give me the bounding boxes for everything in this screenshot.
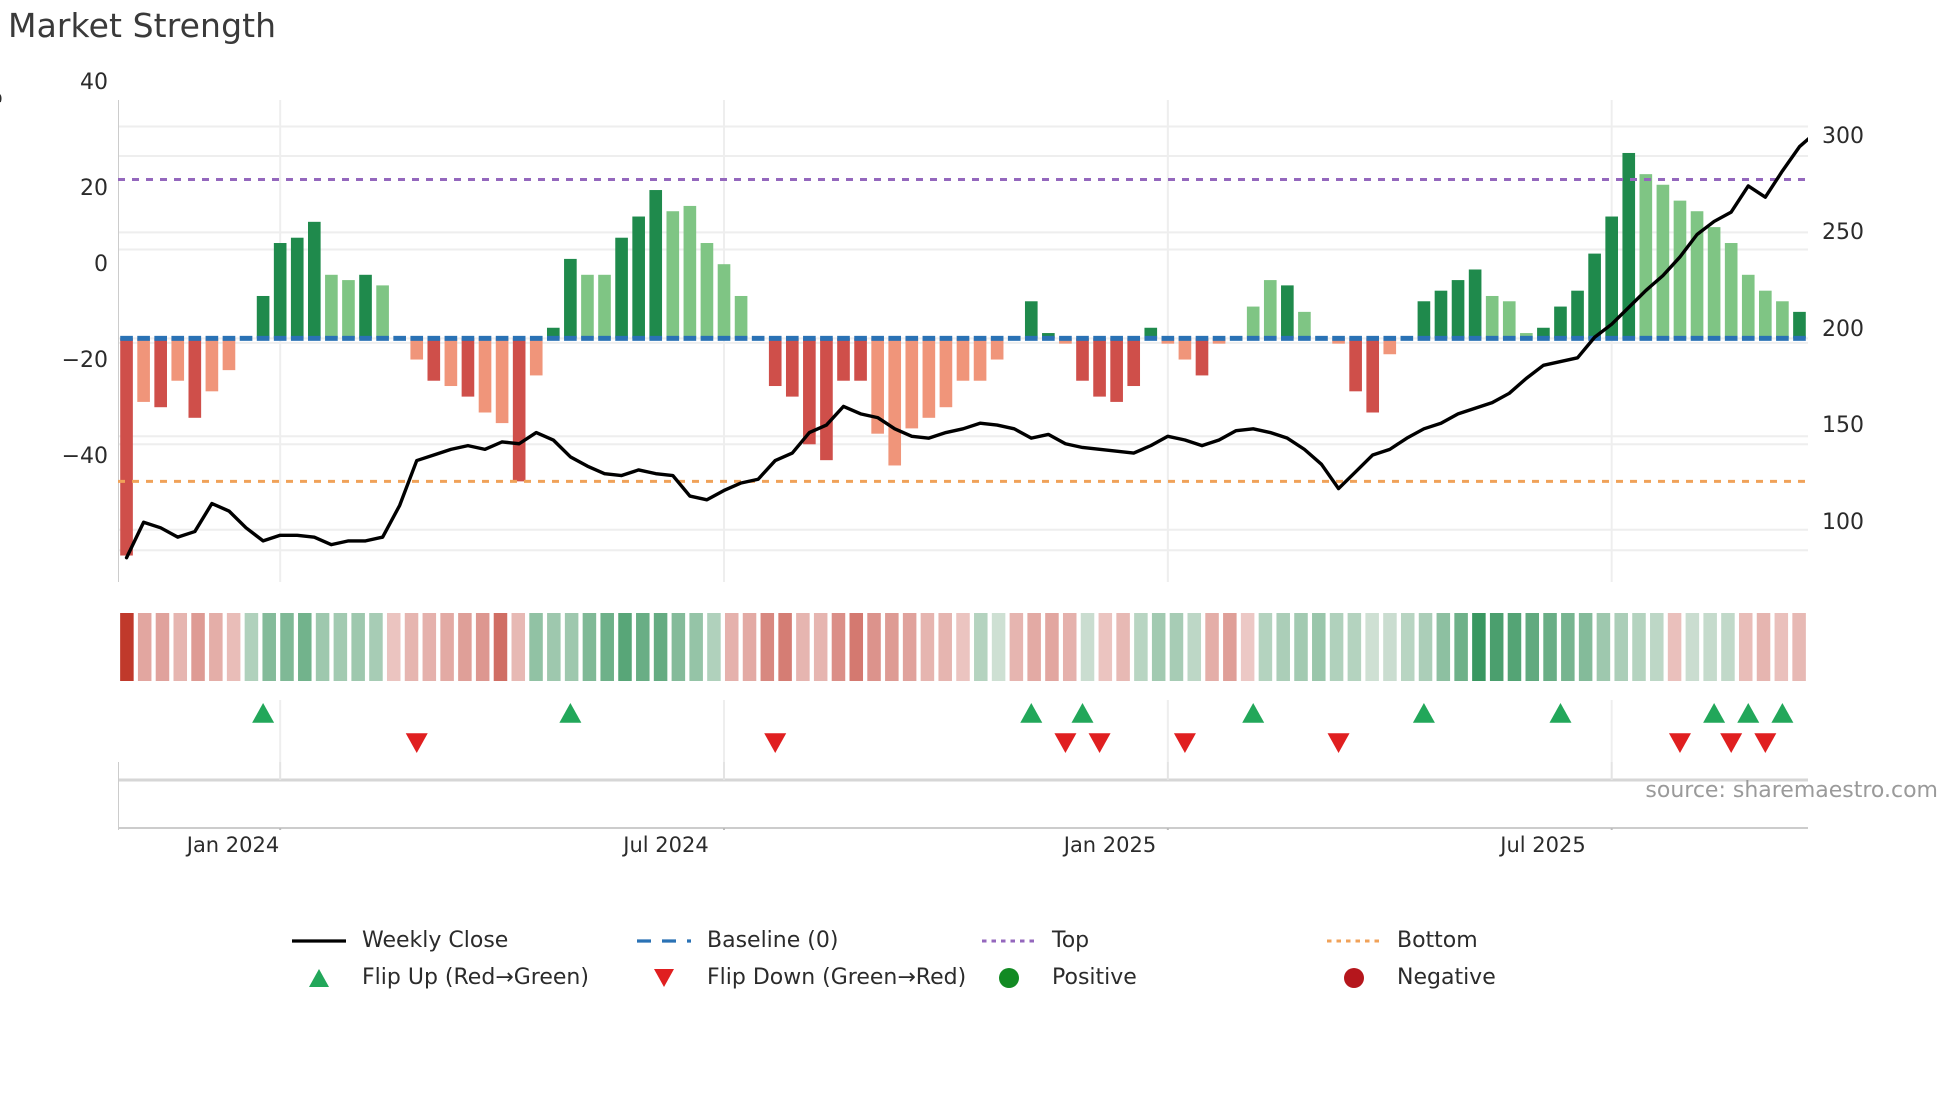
legend-item-bottom[interactable]: Bottom: [1325, 928, 1670, 953]
legend-item-weekly-close[interactable]: Weekly Close: [290, 928, 635, 953]
y-left-tick-0: 0: [94, 252, 108, 277]
legend-label: Negative: [1397, 965, 1496, 990]
legend-label: Top: [1052, 928, 1090, 953]
legend-item-baseline[interactable]: Baseline (0): [635, 928, 980, 953]
line-dashed-blue-icon: [635, 929, 693, 953]
main-plot: [118, 100, 1808, 582]
x-tick-jul-2025: Jul 2025: [1500, 833, 1586, 857]
source-attribution: source: sharemaestro.com: [1645, 778, 1938, 803]
legend-label: Positive: [1052, 965, 1137, 990]
lower-axis-svg: [118, 762, 1808, 830]
circle-green-icon: [980, 966, 1038, 990]
triangle-down-red-icon: [635, 966, 693, 990]
x-tick-jan-2024: Jan 2024: [186, 833, 280, 857]
y-right-tick-150: 150: [1822, 413, 1864, 438]
legend-row-1: Weekly Close Baseline (0) Top Bottom: [290, 928, 1670, 953]
legend-label: Flip Down (Green→Red): [707, 965, 967, 990]
strength-heat-strip: [118, 613, 1808, 681]
circle-darkred-icon: [1325, 966, 1383, 990]
lower-axis-frame: [118, 762, 1808, 830]
heat-strip-svg: [120, 613, 1806, 681]
line-dotted-purple-icon: [980, 929, 1038, 953]
main-plot-svg: [118, 100, 1808, 582]
legend-item-negative[interactable]: Negative: [1325, 965, 1670, 990]
flip-marker-svg: [252, 700, 1794, 762]
legend-row-2: Flip Up (Red→Green) Flip Down (Green→Red…: [290, 965, 1670, 990]
y-right-tick-100: 100: [1822, 510, 1864, 535]
y-right-tick-250: 250: [1822, 220, 1864, 245]
page-title: Market Strength: [8, 6, 277, 45]
y-right-tick-300: 300: [1822, 124, 1864, 149]
x-tick-jan-2025: Jan 2025: [1063, 833, 1157, 857]
legend-item-flip-down[interactable]: Flip Down (Green→Red): [635, 965, 980, 990]
flip-marker-band: [118, 700, 1808, 762]
legend-label: Baseline (0): [707, 928, 839, 953]
x-tick-jul-2024: Jul 2024: [623, 833, 709, 857]
legend-label: Flip Up (Red→Green): [362, 965, 589, 990]
y-left-tick-neg20: −20: [61, 348, 108, 373]
y-axis-left-title: Market Strength: [0, 68, 3, 246]
legend-item-flip-up[interactable]: Flip Up (Red→Green): [290, 965, 635, 990]
legend-item-top[interactable]: Top: [980, 928, 1325, 953]
legend-label: Weekly Close: [362, 928, 509, 953]
y-left-tick-20: 20: [80, 176, 108, 201]
line-solid-black-icon: [290, 929, 348, 953]
line-dotted-orange-icon: [1325, 929, 1383, 953]
legend-label: Bottom: [1397, 928, 1478, 953]
y-left-tick-40: 40: [80, 70, 108, 95]
legend-item-positive[interactable]: Positive: [980, 965, 1325, 990]
y-left-tick-neg40: −40: [61, 444, 108, 469]
triangle-up-green-icon: [290, 966, 348, 990]
chart-legend: Weekly Close Baseline (0) Top Bottom: [0, 928, 1960, 990]
y-right-tick-200: 200: [1822, 317, 1864, 342]
